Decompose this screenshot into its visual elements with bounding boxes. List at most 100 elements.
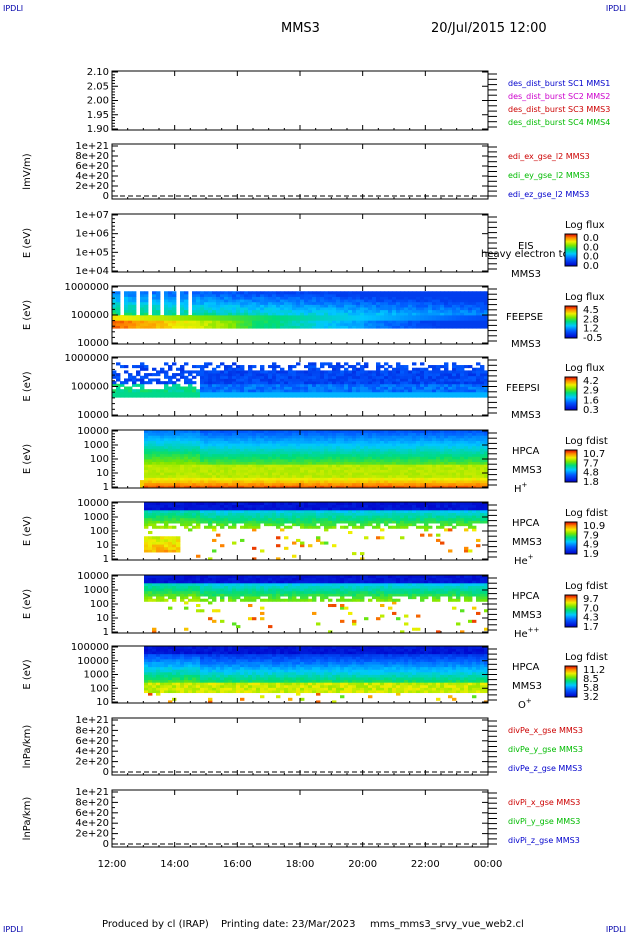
spectrogram-cell xyxy=(320,312,325,316)
spectrogram-cell xyxy=(228,291,233,295)
spectrogram-cell xyxy=(156,322,161,326)
spectrogram-cell xyxy=(392,464,397,468)
y-tick-label: 1000 xyxy=(84,440,109,451)
spectrogram-cell xyxy=(204,453,209,457)
spectrogram-cell xyxy=(372,296,377,300)
spectrogram-cell xyxy=(268,320,273,324)
spectrogram-cell xyxy=(244,435,249,439)
spectrogram-cell xyxy=(300,301,305,305)
spectrogram-cell xyxy=(388,383,393,387)
spectrogram-cell xyxy=(440,301,445,305)
spectrogram-cell xyxy=(220,523,225,527)
spectrogram-cell xyxy=(460,485,465,489)
spectrogram-cell xyxy=(480,482,485,486)
spectrogram-cell xyxy=(344,469,349,473)
spectrogram-cell xyxy=(380,378,385,382)
spectrogram-cell xyxy=(120,381,125,385)
spectrogram-cell xyxy=(408,307,413,311)
spectrogram-cell xyxy=(384,370,389,374)
spectrogram-cell xyxy=(456,383,461,387)
spectrogram-cell xyxy=(292,386,297,390)
spectrogram-cell xyxy=(224,469,229,473)
spectrogram-cell xyxy=(296,307,301,311)
spectrogram-cell xyxy=(436,453,441,457)
y-tick-label: 1e+07 xyxy=(75,210,109,221)
spectrogram-cell xyxy=(228,430,233,434)
spectrogram-cell xyxy=(216,381,221,385)
spectrogram-cell xyxy=(404,451,409,455)
spectrogram-cell xyxy=(300,309,305,313)
spectrogram-cell xyxy=(152,512,157,516)
spectrogram-cell xyxy=(232,391,237,395)
spectrogram-cell xyxy=(328,378,333,382)
spectrogram-cell xyxy=(252,546,257,550)
spectrogram-cell xyxy=(412,389,417,393)
spectrogram-cell xyxy=(328,456,333,460)
spectrogram-cell xyxy=(248,466,253,470)
spectrogram-cell xyxy=(344,389,349,393)
spectrogram-cell xyxy=(376,435,381,439)
spectrogram-cell xyxy=(268,461,273,465)
spectrogram-cell xyxy=(384,299,389,303)
spectrogram-cell xyxy=(184,293,189,297)
spectrogram-cell xyxy=(248,502,253,506)
spectrogram-cell xyxy=(304,315,309,319)
spectrogram-cell xyxy=(244,440,249,444)
spectrogram-cell xyxy=(136,391,141,395)
spectrogram-cell xyxy=(204,445,209,449)
spectrogram-cell xyxy=(408,437,413,441)
spectrogram-cell xyxy=(312,293,317,297)
spectrogram-cell xyxy=(304,437,309,441)
spectrogram-cell xyxy=(404,322,409,326)
spectrogram-cell xyxy=(280,301,285,305)
spectrogram-cell xyxy=(292,365,297,369)
spectrogram-cell xyxy=(296,480,301,484)
spectrogram-cell xyxy=(220,435,225,439)
spectrogram-cell xyxy=(156,296,161,300)
spectrogram-cell xyxy=(384,482,389,486)
spectrogram-cell xyxy=(328,365,333,369)
spectrogram-cell xyxy=(472,432,477,436)
spectrogram-cell xyxy=(384,375,389,379)
spectrogram-cell xyxy=(432,445,437,449)
spectrogram-cell xyxy=(268,485,273,489)
spectrogram-cell xyxy=(444,477,449,481)
spectrogram-cell xyxy=(424,443,429,447)
spectrogram-cell xyxy=(412,477,417,481)
spectrogram-cell xyxy=(280,482,285,486)
spectrogram-cell xyxy=(252,299,257,303)
spectrogram-cell xyxy=(472,307,477,311)
spectrogram-cell xyxy=(216,304,221,308)
spectrogram-cell xyxy=(188,512,193,516)
spectrogram-cell xyxy=(148,504,153,508)
spectrogram-cell xyxy=(208,370,213,374)
spectrogram-cell xyxy=(200,317,205,321)
spectrogram-cell xyxy=(268,365,273,369)
spectrogram-cell xyxy=(176,538,181,542)
spectrogram-cell xyxy=(396,440,401,444)
spectrogram-cell xyxy=(260,549,265,553)
spectrogram-cell xyxy=(172,373,177,377)
spectrogram-cell xyxy=(120,315,125,319)
y-tick-label: 1 xyxy=(103,482,109,493)
spectrogram-cell xyxy=(432,469,437,473)
spectrogram-cell xyxy=(152,480,157,484)
spectrogram-cell xyxy=(228,469,233,473)
spectrogram-cell xyxy=(200,365,205,369)
spectrogram-cell xyxy=(424,322,429,326)
spectrogram-cell xyxy=(472,466,477,470)
spectrogram-cell xyxy=(372,432,377,436)
spectrogram-cell xyxy=(168,451,173,455)
spectrogram-cell xyxy=(208,304,213,308)
spectrogram-cell xyxy=(156,443,161,447)
spectrogram-cell xyxy=(216,448,221,452)
spectrogram-cell xyxy=(456,304,461,308)
spectrogram-cell xyxy=(296,472,301,476)
spectrogram-cell xyxy=(352,466,357,470)
spectrogram-cell xyxy=(264,435,269,439)
spectrogram-cell xyxy=(436,461,441,465)
spectrogram-cell xyxy=(284,312,289,316)
spectrogram-cell xyxy=(180,480,185,484)
spectrogram-cell xyxy=(288,485,293,489)
spectrogram-cell xyxy=(380,307,385,311)
